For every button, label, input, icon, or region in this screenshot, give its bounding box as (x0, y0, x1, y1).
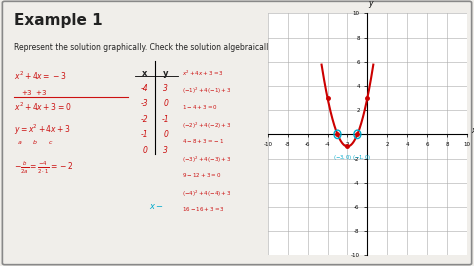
Text: $16-16+3=3$: $16-16+3=3$ (182, 205, 225, 213)
Text: x: x (142, 69, 147, 78)
Text: 3: 3 (164, 146, 168, 155)
Text: $+3$  $+3$: $+3$ $+3$ (21, 88, 48, 97)
Text: Represent the solution graphically. Check the solution algebraically.: Represent the solution graphically. Chec… (14, 43, 274, 52)
Text: -4: -4 (141, 84, 148, 93)
Text: -1: -1 (162, 115, 170, 124)
Text: y: y (163, 69, 169, 78)
Text: -2: -2 (141, 115, 148, 124)
Text: $(-4)^2+4(-4)+3$: $(-4)^2+4(-4)+3$ (182, 188, 232, 199)
Text: $(-2)^2+4(-2)+3$: $(-2)^2+4(-2)+3$ (182, 120, 232, 131)
Text: $(-3)^2+4(-3)+3$: $(-3)^2+4(-3)+3$ (182, 154, 232, 165)
Text: $9-12+3=0$: $9-12+3=0$ (182, 171, 222, 179)
Text: x: x (471, 126, 474, 135)
Text: 0: 0 (164, 99, 168, 108)
Text: $x^2+4x+3=3$: $x^2+4x+3=3$ (182, 69, 224, 78)
Text: 0: 0 (142, 146, 147, 155)
Text: -3: -3 (141, 99, 148, 108)
Text: $(-1,0)$: $(-1,0)$ (352, 152, 372, 161)
Text: 3: 3 (164, 84, 168, 93)
Text: $x-$: $x-$ (149, 202, 164, 211)
Text: y: y (368, 0, 373, 9)
Text: $x^2 + 4x + 3 = 0$: $x^2 + 4x + 3 = 0$ (14, 101, 72, 114)
Text: Example 1: Example 1 (14, 13, 103, 28)
Text: $1-4+3=0$: $1-4+3=0$ (182, 103, 219, 111)
Text: $4-8+3=-1$: $4-8+3=-1$ (182, 137, 225, 145)
Text: $y = x^2 + 4x + 3$: $y = x^2 + 4x + 3$ (14, 122, 71, 137)
Text: $x^2 + 4x = -3$: $x^2 + 4x = -3$ (14, 69, 67, 82)
Text: 0: 0 (164, 130, 168, 139)
Text: -1: -1 (141, 130, 148, 139)
Text: $-\frac{b}{2a} = \frac{-4}{2 \cdot 1} = -2$: $-\frac{b}{2a} = \frac{-4}{2 \cdot 1} = … (14, 160, 74, 176)
Text: $(-3,0)$: $(-3,0)$ (332, 152, 352, 161)
Text: $(-1)^2+4(-1)+3$: $(-1)^2+4(-1)+3$ (182, 86, 232, 97)
Text: $a$      $b$      $c$: $a$ $b$ $c$ (17, 138, 54, 146)
